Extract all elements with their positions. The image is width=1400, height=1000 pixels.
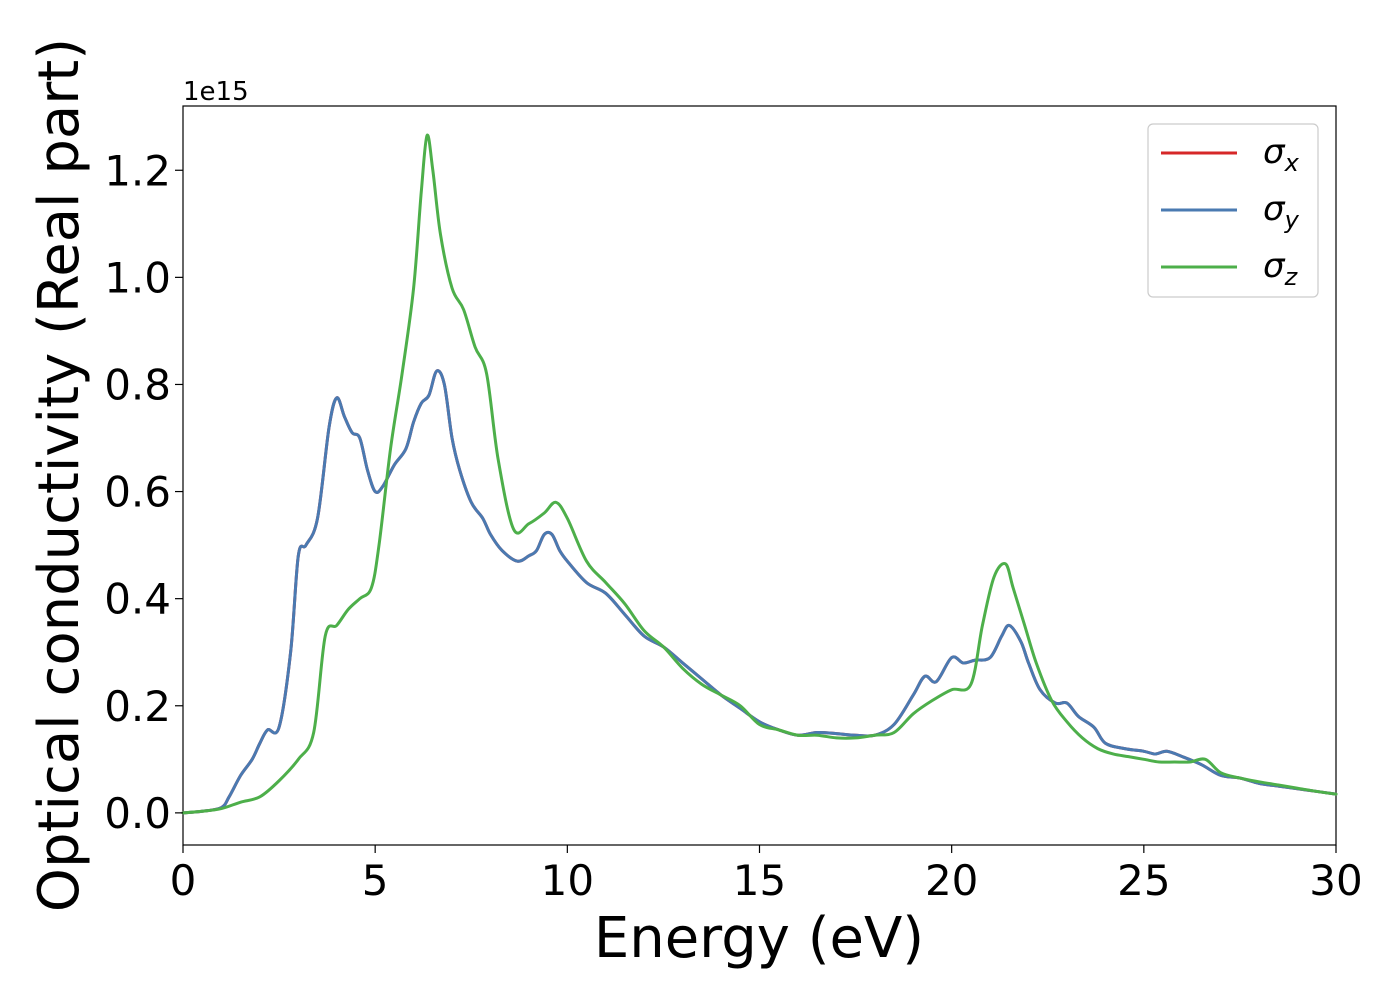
y-tick-label: 0.8 xyxy=(104,360,171,409)
series-line-y xyxy=(181,369,1338,815)
y-tick-label: 1.2 xyxy=(104,146,171,195)
y-tick-label: 0.6 xyxy=(104,468,171,517)
x-tick-label: 25 xyxy=(1117,856,1170,905)
ticks-layer: 0 5 10 15 20 25 30 0.0 0.2 0.4 0.6 0.8 1.0 1.2 xyxy=(104,146,1363,905)
x-tick-label: 15 xyxy=(733,856,786,905)
y-tick-label: 0.4 xyxy=(104,575,171,624)
y-offset-text: 1e15 xyxy=(183,77,249,107)
x-tick-label: 10 xyxy=(541,856,594,905)
x-tick-label: 20 xyxy=(925,856,978,905)
x-tick-label: 0 xyxy=(170,856,197,905)
y-tick-label: 0.0 xyxy=(104,789,171,838)
x-tick-label: 5 xyxy=(362,856,389,905)
x-tick-label: 30 xyxy=(1309,856,1362,905)
series-line-z xyxy=(181,133,1338,815)
x-axis-label: Energy (eV) xyxy=(594,906,924,971)
y-axis-label: Optical conductivity (Real part) xyxy=(27,38,92,912)
y-tick-label: 1.0 xyxy=(104,253,171,302)
series-layer xyxy=(181,133,1338,815)
y-tick-label: 0.2 xyxy=(104,682,171,731)
